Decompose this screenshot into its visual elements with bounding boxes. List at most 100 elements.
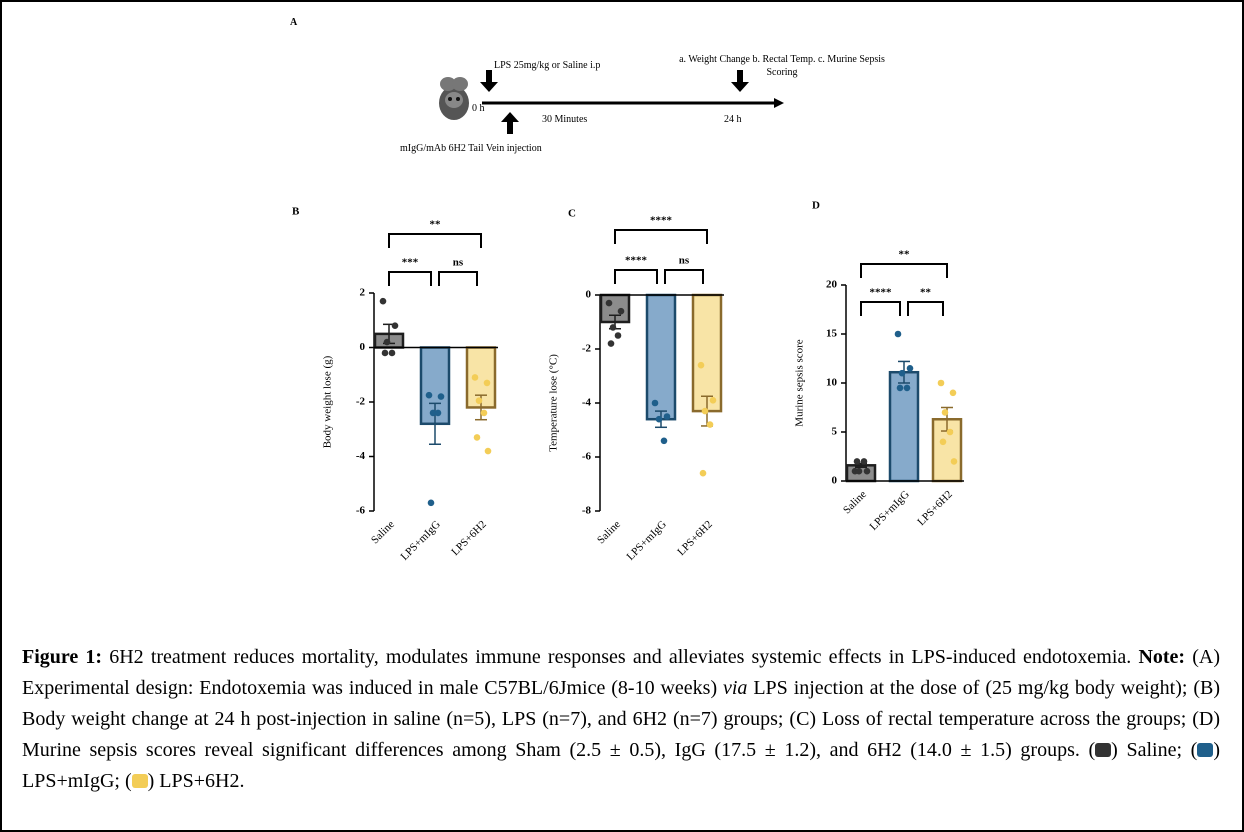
caption-text: via	[723, 677, 748, 699]
data-point	[475, 397, 483, 404]
interval-text: 30 Minutes	[542, 114, 588, 125]
data-point	[471, 374, 479, 381]
data-point	[946, 428, 954, 436]
y-tick-label: -2	[582, 343, 592, 355]
significance-bracket	[860, 301, 901, 316]
y-tick-label: -2	[356, 396, 366, 408]
x-tick-label: Saline	[369, 518, 397, 546]
panel-label: B	[292, 206, 300, 218]
significance-bracket	[388, 233, 482, 248]
data-point	[701, 407, 709, 415]
y-tick-label: -6	[356, 505, 366, 517]
data-point	[484, 447, 492, 455]
data-point	[427, 499, 435, 507]
data-point	[706, 421, 714, 428]
y-tick-label: -4	[582, 397, 592, 409]
x-tick-label: LPS+6H2	[675, 518, 715, 558]
data-point	[949, 389, 957, 397]
significance-label: ****	[625, 255, 648, 267]
y-tick-label: 0	[586, 289, 592, 301]
data-point	[425, 391, 433, 399]
data-point	[429, 409, 437, 417]
data-point	[614, 332, 622, 339]
data-point	[617, 307, 625, 315]
legend-swatch	[1197, 743, 1214, 757]
data-point	[388, 349, 396, 357]
data-point	[480, 409, 488, 417]
data-point	[860, 458, 868, 465]
panel-label: D	[812, 200, 820, 212]
data-point	[896, 384, 904, 392]
y-tick-label: 0	[360, 341, 366, 353]
time-end: 24 h	[724, 114, 742, 125]
data-point	[383, 338, 391, 346]
arrows	[480, 70, 749, 134]
caption-text: ) LPS+mIgG; (	[22, 739, 1220, 792]
bar	[645, 293, 677, 421]
significance-label: **	[920, 287, 932, 299]
y-tick-label: 10	[826, 377, 838, 389]
significance-bracket	[388, 271, 432, 286]
bar	[691, 293, 723, 413]
significance-bracket	[860, 263, 948, 278]
panel-label: C	[568, 208, 576, 220]
timeline-arrowhead	[774, 98, 784, 108]
legend-swatch	[131, 774, 148, 788]
caption-text: (A) Experimental design: Endotoxemia was…	[22, 646, 1221, 699]
significance-label: **	[899, 249, 911, 261]
data-point	[950, 458, 958, 465]
y-tick-label: 0	[832, 475, 838, 487]
data-point	[894, 330, 902, 338]
y-axis-label: Temperature lose (°C)	[548, 354, 560, 452]
data-point	[697, 361, 705, 369]
significance-label: ****	[650, 215, 673, 227]
y-axis-label: Body weight lose (g)	[322, 355, 334, 448]
caption-text: ) Saline; (	[1111, 739, 1198, 761]
data-point	[434, 409, 442, 417]
data-point	[437, 393, 445, 400]
data-point	[863, 467, 871, 475]
caption-text: ) LPS+6H2.	[147, 770, 245, 792]
mouse-icon	[439, 77, 469, 120]
time-start: 0 h	[472, 103, 485, 114]
data-point	[381, 349, 389, 357]
significance-label: ****	[870, 287, 893, 299]
data-point	[941, 409, 949, 416]
significance-label: **	[430, 219, 442, 231]
error-bar	[429, 402, 441, 445]
antibody-text: mIgG/mAb 6H2 Tail Vein injection	[400, 143, 542, 154]
data-point	[853, 458, 861, 465]
significance-label: ***	[402, 257, 419, 269]
caption-text: LPS injection at the dose of (25 mg/kg b…	[22, 677, 1220, 761]
data-point	[903, 384, 911, 392]
data-point	[473, 434, 481, 441]
panel-label: A	[290, 17, 298, 28]
data-point	[906, 365, 914, 372]
y-tick-label: 15	[826, 328, 838, 340]
data-point	[937, 379, 945, 387]
data-point	[709, 397, 717, 404]
x-tick-label: LPS+mIgG	[398, 518, 442, 562]
data-point	[379, 297, 387, 305]
x-tick-label: LPS+6H2	[449, 518, 489, 558]
significance-bracket	[614, 229, 708, 244]
data-point	[898, 369, 906, 377]
x-tick-label: LPS+mIgG	[624, 518, 668, 562]
data-point	[609, 324, 617, 331]
data-point	[699, 469, 707, 477]
caption-text: Figure 1:	[22, 646, 103, 668]
significance-bracket	[907, 301, 944, 316]
x-tick-label: Saline	[595, 518, 623, 546]
caption-text: Note:	[1138, 646, 1186, 668]
data-point	[607, 340, 615, 347]
data-point	[655, 415, 663, 423]
significance-label: ns	[679, 255, 690, 267]
data-point	[660, 437, 668, 445]
x-tick-label: LPS+6H2	[915, 488, 955, 528]
significance-bracket	[438, 271, 478, 286]
caption: Figure 1: 6H2 treatment reduces mortalit…	[22, 642, 1220, 797]
treatment-text: LPS 25mg/kg or Saline i.p	[494, 60, 601, 71]
data-point	[939, 438, 947, 446]
